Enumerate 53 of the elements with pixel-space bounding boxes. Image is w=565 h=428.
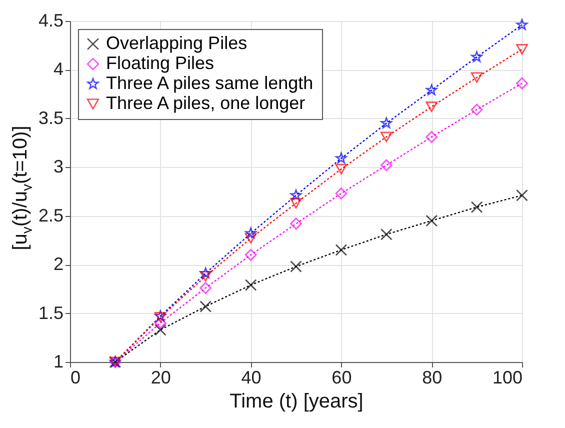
- point: [516, 77, 528, 90]
- x-tick-label: 40: [241, 368, 262, 388]
- y-tick-label: 1: [53, 352, 64, 372]
- point: [154, 324, 166, 336]
- point: [426, 101, 438, 112]
- x-tick-label: 100: [492, 368, 522, 388]
- x-tick-label: 0: [70, 368, 81, 388]
- point: [200, 267, 212, 278]
- y-tick-label: 4: [53, 59, 64, 80]
- point: [335, 244, 348, 256]
- point: [336, 152, 347, 164]
- point: [200, 271, 212, 282]
- y-tick-label: 3.5: [38, 108, 64, 128]
- point: [470, 201, 483, 214]
- x-tick-label: 80: [422, 368, 442, 388]
- point: [380, 228, 392, 240]
- point: [200, 300, 212, 312]
- point: [516, 189, 528, 202]
- point: [335, 188, 348, 200]
- point: [200, 282, 212, 294]
- x-axis-title: Time (t) [years]: [230, 390, 364, 412]
- y-tick-label: 2: [53, 254, 64, 274]
- point: [290, 218, 302, 230]
- point: [380, 132, 392, 142]
- point: [244, 248, 257, 261]
- legend-label: Three A piles same length: [106, 73, 314, 93]
- point: [380, 159, 392, 172]
- legend-label: Three A piles, one longer: [106, 93, 306, 113]
- point: [290, 260, 302, 272]
- legend-label: Floating Piles: [106, 53, 214, 73]
- point: [426, 130, 438, 143]
- point: [516, 18, 528, 30]
- point: [426, 84, 438, 96]
- point: [380, 117, 392, 128]
- point: [154, 317, 166, 329]
- point: [244, 279, 257, 291]
- point: [426, 214, 438, 227]
- x-tick-label: 60: [332, 368, 352, 388]
- point: [290, 198, 302, 208]
- point: [245, 227, 256, 238]
- point: [335, 164, 348, 174]
- point: [516, 44, 528, 54]
- point: [471, 51, 482, 62]
- point: [244, 233, 257, 244]
- y-tick-label: 3: [53, 156, 64, 177]
- y-tick-label: 4.5: [38, 10, 64, 30]
- point: [470, 72, 483, 83]
- x-tick-label: 20: [150, 368, 171, 388]
- legend-label: Overlapping Piles: [106, 33, 248, 53]
- point: [470, 104, 483, 116]
- y-tick-label: 1.5: [38, 302, 64, 323]
- y-tick-label: 2.5: [38, 205, 64, 226]
- point: [290, 189, 302, 200]
